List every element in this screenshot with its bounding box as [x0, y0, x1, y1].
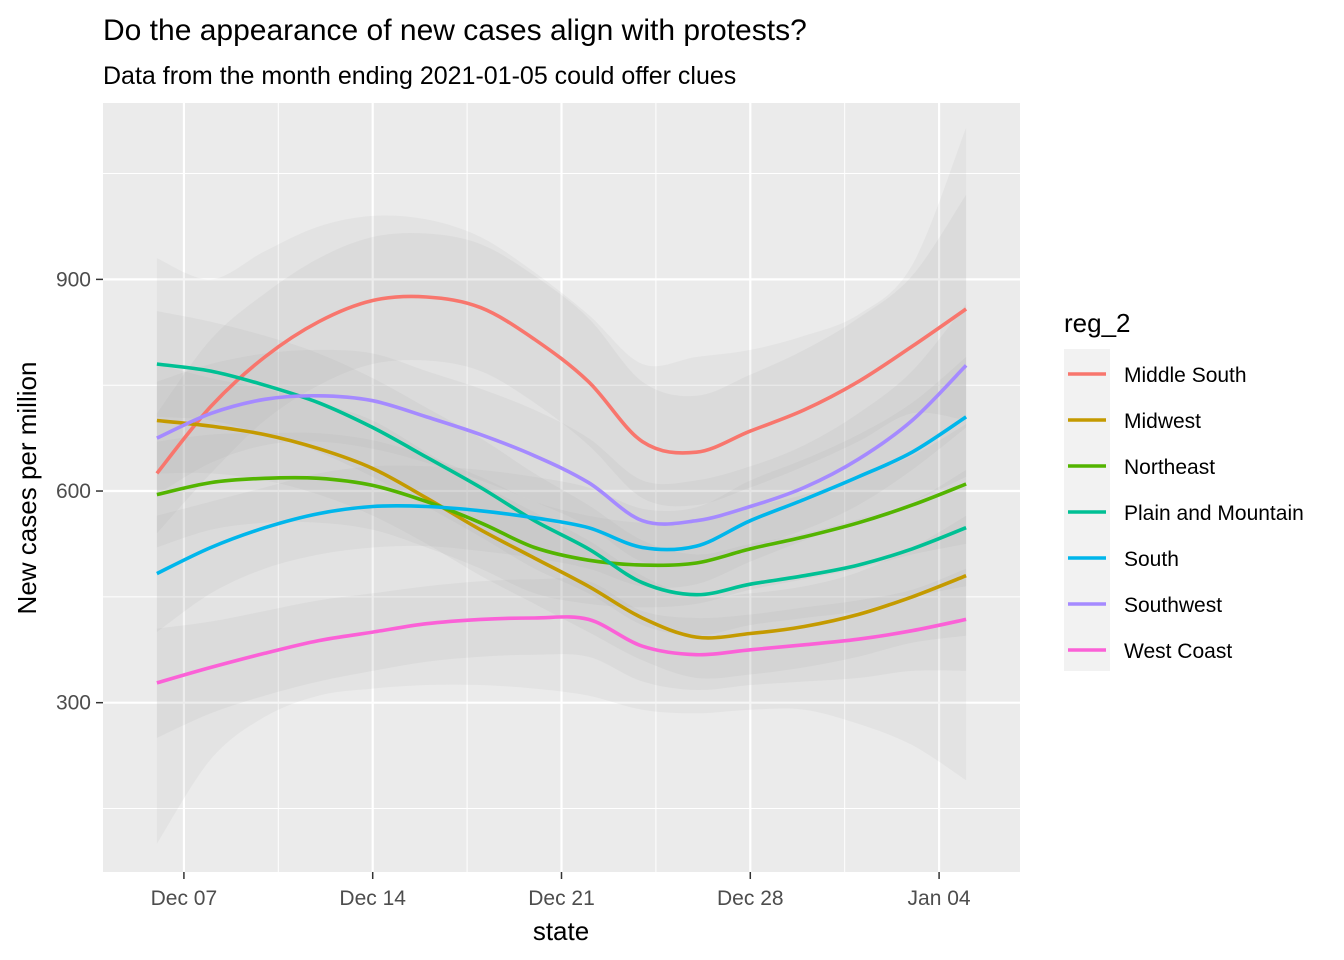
x-tick-label: Jan 04 — [908, 887, 971, 910]
y-axis-title: New cases per million — [12, 362, 42, 615]
confidence-band — [156, 424, 967, 608]
confidence-band — [156, 357, 967, 633]
legend-label: Midwest — [1124, 410, 1201, 433]
series-line — [156, 475, 967, 568]
y-tick-label: 900 — [56, 268, 91, 291]
legend-label: Southwest — [1124, 594, 1222, 617]
grid-major — [103, 103, 1020, 872]
y-tick-label: 600 — [56, 480, 91, 503]
x-tick-label: Dec 21 — [528, 887, 595, 910]
confidence-band — [156, 364, 967, 679]
x-tick-label: Dec 14 — [339, 887, 406, 910]
series-line — [156, 615, 967, 685]
series-line — [156, 418, 967, 640]
confidence-band — [156, 311, 967, 636]
confidence-band — [156, 568, 967, 738]
legend: reg_2 Middle South Midwest Northeast Plain … — [1064, 308, 1304, 671]
legend-key-background — [1064, 349, 1110, 671]
series-line — [156, 364, 968, 526]
chart-subtitle: Data from the month ending 2021-01-05 co… — [103, 62, 736, 90]
legend-label: West Coast — [1124, 640, 1232, 663]
x-tick-label: Dec 28 — [717, 887, 784, 910]
confidence-band — [156, 194, 967, 534]
legend-label: Middle South — [1124, 364, 1247, 387]
legend-title: reg_2 — [1064, 308, 1131, 338]
series-line — [156, 362, 967, 597]
y-tick-label: 300 — [56, 692, 91, 715]
confidence-bands — [156, 127, 967, 844]
series-line — [155, 294, 968, 475]
confidence-band — [156, 304, 967, 565]
x-axis-title: state — [533, 916, 589, 946]
legend-items: Middle South Midwest Northeast Plain and Mo… — [1068, 364, 1304, 663]
x-tick-label: Dec 07 — [151, 887, 218, 910]
legend-label: Northeast — [1124, 456, 1215, 479]
chart-title: Do the appearance of new cases align wit… — [103, 14, 807, 47]
shared-confidence-band — [156, 127, 967, 844]
y-axis-ticks: 300 600 900 — [56, 268, 103, 715]
x-axis-ticks: Dec 07 Dec 14 Dec 21 Dec 28 Jan 04 — [151, 872, 971, 910]
legend-label: Plain and Mountain — [1124, 502, 1304, 525]
series-lines — [155, 294, 968, 685]
legend-label: South — [1124, 548, 1179, 571]
series-line — [156, 415, 968, 576]
